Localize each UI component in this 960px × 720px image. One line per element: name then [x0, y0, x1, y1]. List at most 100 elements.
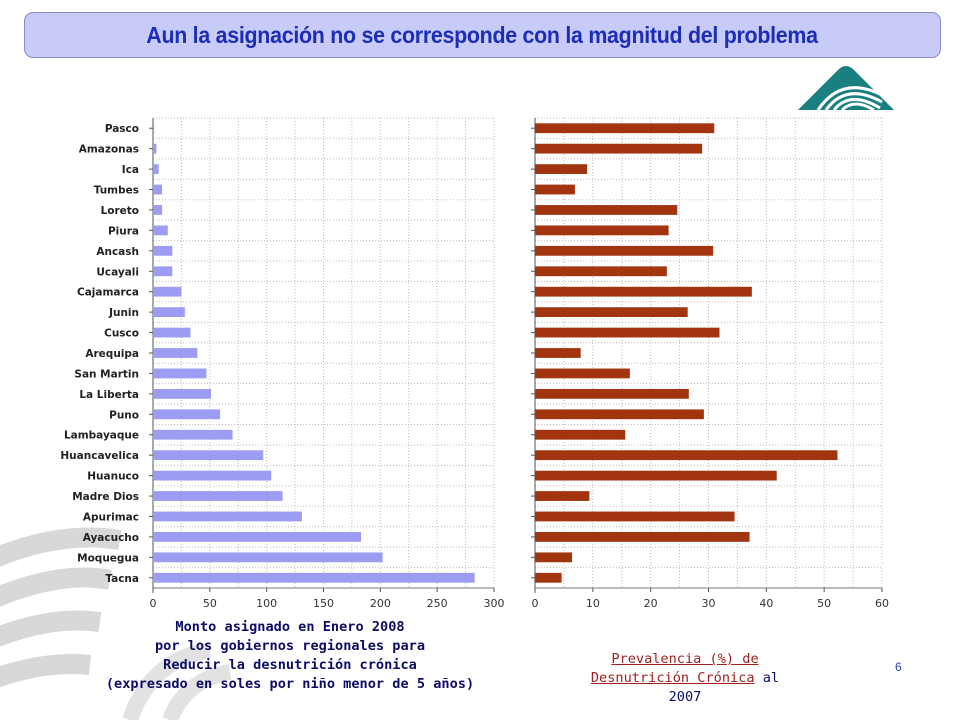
left-chart-bar	[153, 205, 163, 215]
left-chart-bar	[153, 409, 221, 420]
left-chart-bar	[153, 450, 264, 461]
left-chart-x-tick-label: 150	[313, 597, 334, 610]
right-caption-year: 2007	[668, 689, 702, 705]
page-number: 6	[895, 660, 902, 674]
right-chart-bar	[535, 307, 688, 318]
right-chart-bar	[535, 266, 667, 277]
left-chart-category-label: Ancash	[96, 246, 139, 258]
left-chart-category-label: Pasco	[105, 123, 139, 135]
left-chart-bar	[153, 286, 182, 297]
left-caption-line-4: (expresado en soles por niño menor de 5 …	[105, 676, 475, 692]
left-chart-category-label: Ucayali	[96, 266, 139, 278]
right-chart-bar	[535, 450, 838, 461]
left-chart-bar	[153, 572, 475, 583]
left-chart-bar	[153, 164, 159, 174]
left-chart-x-tick-label: 100	[256, 597, 277, 610]
right-chart-bar	[535, 572, 562, 583]
right-chart-bar	[535, 286, 752, 297]
left-chart-bar	[153, 143, 157, 154]
left-chart-bar	[153, 225, 168, 236]
right-chart-bar	[535, 143, 703, 154]
left-chart-bar	[153, 123, 155, 134]
left-chart-category-label: Junin	[108, 307, 139, 319]
right-chart-bar	[535, 164, 588, 174]
left-chart-category-label: Apurimac	[83, 511, 139, 523]
left-caption-line-3: Reducir la desnutrición crónica	[163, 657, 417, 673]
right-chart-bar	[535, 348, 581, 358]
right-chart-x-tick-label: 60	[875, 597, 889, 610]
right-chart-bar	[535, 511, 735, 522]
right-chart-bar	[535, 368, 630, 379]
right-chart-x-tick-label: 40	[759, 597, 773, 610]
left-caption-line-1: Monto asignado en Enero 2008	[175, 619, 405, 635]
left-chart-category-label: Piura	[108, 225, 139, 237]
left-chart-category-label: Huancavelica	[60, 450, 139, 462]
left-chart-bar	[153, 266, 173, 277]
left-chart-category-label: Ayacucho	[83, 532, 139, 544]
title-bar: Aun la asignación no se corresponde con …	[24, 12, 941, 58]
right-chart-bar	[535, 532, 750, 542]
left-chart-bar	[153, 368, 207, 379]
left-chart-bar	[153, 388, 211, 399]
right-chart-bar	[535, 388, 689, 399]
andes-logo-icon	[798, 66, 894, 112]
left-chart-bar	[153, 532, 362, 542]
right-chart-bar	[535, 245, 714, 256]
right-chart-x-tick-label: 30	[702, 597, 716, 610]
left-chart-bar	[153, 348, 198, 358]
left-chart-x-tick-label: 0	[150, 597, 157, 610]
left-chart-x-tick-label: 200	[370, 597, 391, 610]
left-chart-category-label: Loreto	[101, 205, 139, 217]
left-chart-category-label: Huanuco	[87, 471, 139, 483]
right-chart-x-tick-label: 50	[817, 597, 831, 610]
left-chart-caption: Monto asignado en Enero 2008 por los gob…	[40, 618, 540, 694]
left-chart-category-label: Puno	[109, 409, 139, 421]
right-chart-caption: Prevalencia (%) de Desnutrición Crónica …	[575, 650, 795, 707]
right-chart-bar	[535, 409, 704, 420]
left-chart-bar	[153, 552, 383, 563]
right-chart-x-tick-label: 0	[532, 597, 539, 610]
page-title: Aun la asignación no se corresponde con …	[146, 21, 819, 48]
left-chart-category-label: Cusco	[104, 328, 139, 340]
right-chart-x-tick-label: 20	[644, 597, 658, 610]
left-chart-x-tick-label: 50	[203, 597, 217, 610]
right-caption-link-2[interactable]: Desnutrición Crónica	[590, 670, 755, 686]
left-chart-bar	[153, 429, 233, 440]
left-chart-bar	[153, 327, 191, 338]
left-chart-category-label: San Martin	[74, 368, 139, 380]
left-chart-bar	[153, 307, 185, 318]
left-chart-category-label: Tacna	[105, 573, 139, 585]
right-bar-chart: 0 10 20 30 40 50 60	[531, 117, 889, 610]
right-chart-bar	[535, 123, 715, 134]
left-chart-category-label: Arequipa	[85, 348, 139, 360]
right-chart-bar	[535, 429, 626, 440]
right-chart-bar	[535, 491, 590, 501]
left-chart-category-label: Tumbes	[94, 185, 139, 197]
left-chart-x-tick-label: 250	[427, 597, 448, 610]
left-chart-category-label: Madre Dios	[72, 491, 139, 503]
right-chart-bar	[535, 205, 678, 215]
right-chart-bar	[535, 327, 720, 338]
left-chart-category-label: Ica	[122, 164, 139, 176]
left-chart-bar	[153, 511, 302, 522]
left-caption-line-2: por los gobiernos regionales para	[154, 638, 426, 654]
left-chart-category-label: Moquegua	[77, 552, 139, 564]
left-chart-category-label: Amazonas	[79, 144, 139, 156]
right-chart-bar	[535, 184, 575, 195]
left-chart-bar	[153, 184, 163, 195]
right-chart-bar	[535, 552, 573, 563]
left-chart-category-label: Lambayaque	[64, 430, 139, 442]
right-chart-bar	[535, 470, 777, 481]
left-chart-category-label: La Liberta	[79, 389, 139, 401]
left-chart-x-tick-label: 300	[484, 597, 505, 610]
left-chart-bar	[153, 470, 272, 481]
left-chart-category-label: Cajamarca	[77, 287, 139, 299]
right-caption-link-1[interactable]: Prevalencia (%) de	[611, 651, 759, 667]
left-chart-bar	[153, 491, 283, 501]
right-chart-bar	[535, 225, 669, 236]
right-caption-suffix: al	[754, 670, 780, 686]
left-chart-bar	[153, 245, 173, 256]
right-chart-x-tick-label: 10	[586, 597, 600, 610]
